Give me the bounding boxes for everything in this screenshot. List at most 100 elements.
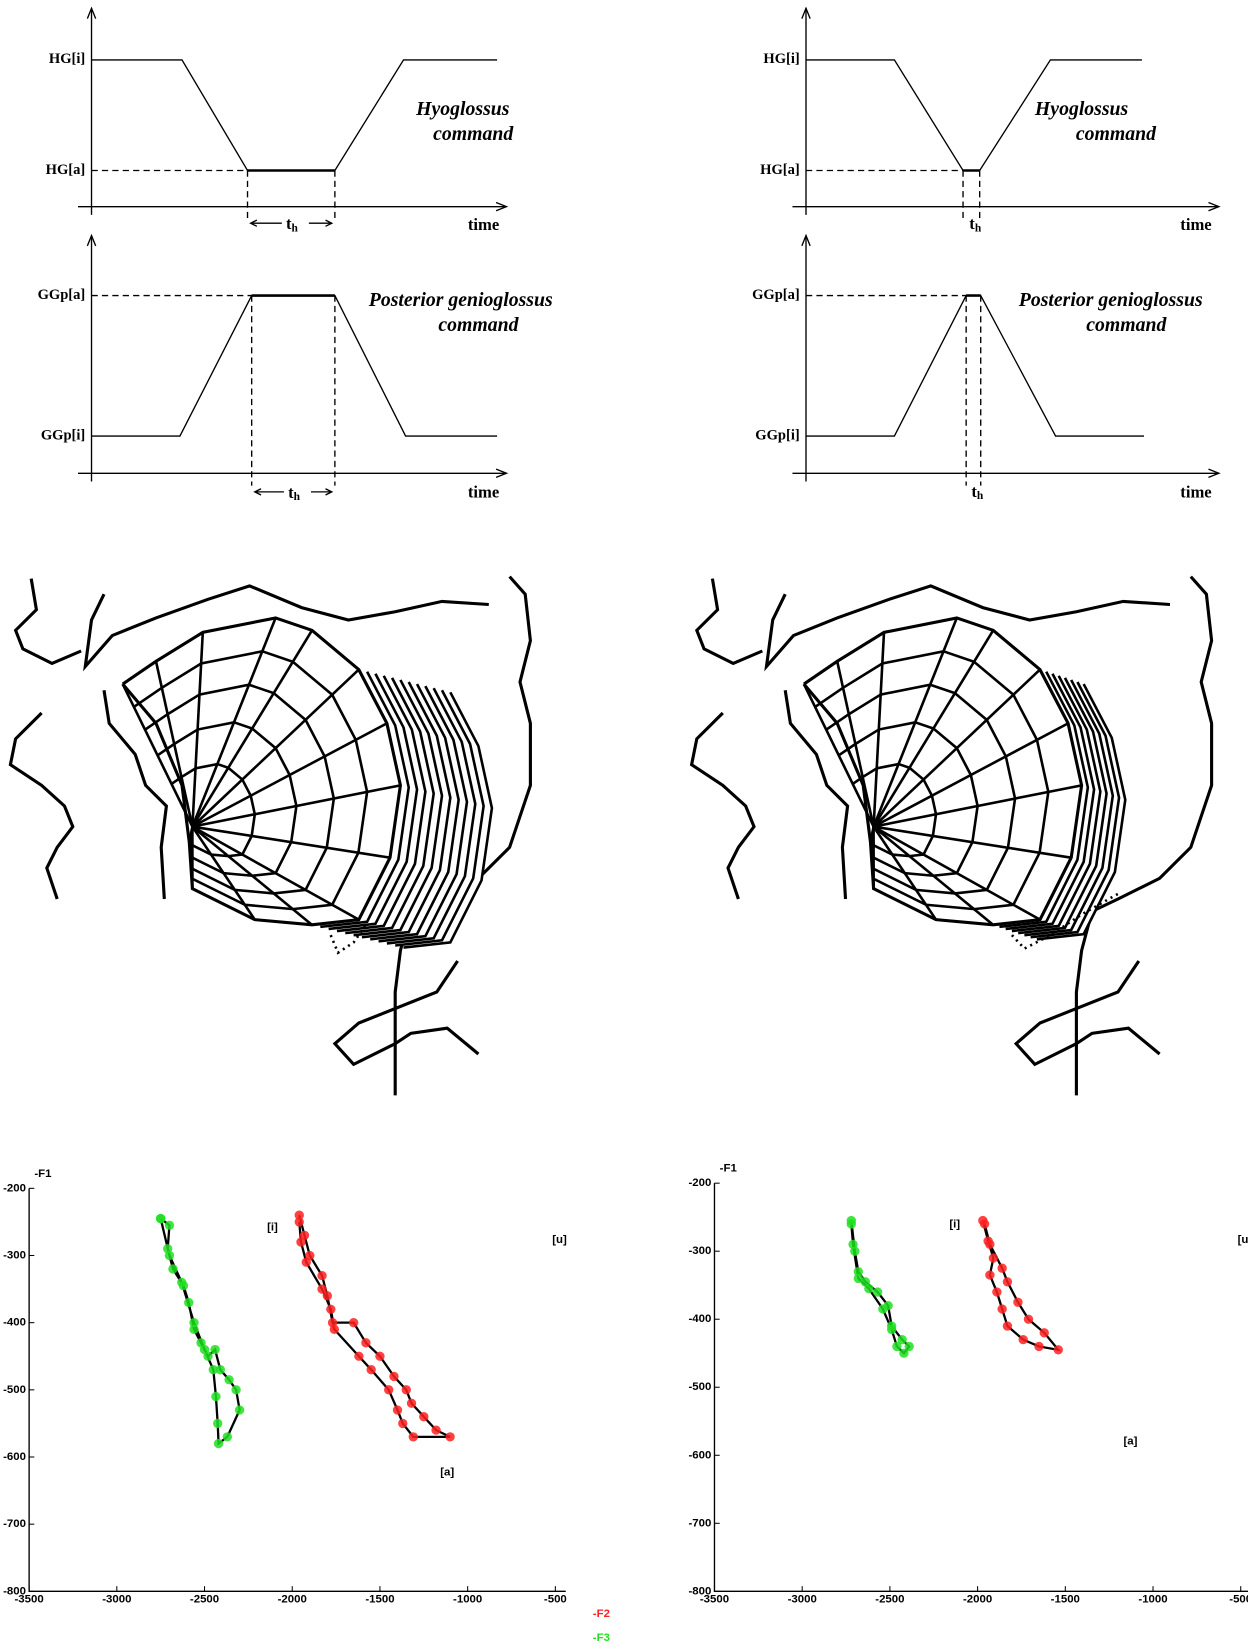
x-axis-label: time — [468, 215, 499, 234]
x-axis-label: time — [468, 483, 499, 502]
interval-subscript: h — [975, 222, 982, 234]
data-point — [985, 1270, 995, 1280]
annotation: [u] — [552, 1234, 567, 1246]
y-tick-label: -500 — [3, 1384, 26, 1396]
vocal-tract-contour — [694, 578, 763, 666]
data-point — [210, 1344, 220, 1355]
data-point — [301, 1257, 311, 1267]
data-point — [1039, 1328, 1049, 1338]
x-tick-label: -2000 — [963, 1594, 992, 1606]
command-curve — [91, 294, 498, 437]
data-point — [375, 1351, 385, 1361]
axis-arrow — [1208, 468, 1221, 479]
data-point — [296, 1237, 306, 1247]
y-tick-label: -400 — [688, 1313, 711, 1325]
level-label: GGp[a] — [752, 287, 800, 303]
data-point — [398, 1418, 408, 1429]
command-label: Posterior genioglossus — [368, 289, 553, 311]
level-label: GGp[i] — [755, 427, 799, 443]
data-point — [164, 1250, 175, 1261]
vocal-tract-contour — [783, 690, 850, 900]
data-point — [156, 1213, 166, 1224]
data-point — [408, 1432, 418, 1442]
data-point — [184, 1297, 194, 1308]
tongue-mesh — [156, 720, 298, 878]
y-tick-label: -300 — [3, 1250, 26, 1262]
vocal-tract-contour — [764, 584, 1171, 672]
level-label: HG[i] — [49, 51, 85, 67]
vocal-tract-contour — [8, 711, 75, 900]
axis-arrow — [495, 201, 509, 212]
data-point — [864, 1283, 874, 1294]
tongue-mesh — [814, 649, 1050, 911]
data-point — [892, 1341, 902, 1352]
x-tick-label: -2500 — [875, 1594, 904, 1606]
x-tick-label: -3000 — [788, 1594, 817, 1606]
x-tick-label: -500 — [544, 1594, 567, 1606]
axis-arrow — [86, 233, 97, 247]
tongue-mesh — [144, 683, 336, 895]
data-point — [361, 1338, 371, 1348]
data-point — [215, 1365, 226, 1375]
data-point — [189, 1324, 199, 1335]
interval-subscript: h — [294, 491, 301, 503]
data-point — [853, 1273, 863, 1284]
x-tick-label: -3000 — [102, 1594, 131, 1606]
interval-subscript: h — [292, 222, 299, 234]
legend-entry: -F3 — [593, 1632, 610, 1643]
command-label: command — [1076, 123, 1157, 145]
data-point — [431, 1425, 441, 1435]
x-tick-label: -1000 — [1138, 1594, 1167, 1606]
data-point — [164, 1220, 175, 1230]
data-point — [1034, 1341, 1044, 1352]
data-point — [354, 1351, 364, 1361]
tongue-mesh — [838, 720, 979, 878]
data-point — [222, 1432, 233, 1442]
x-tick-label: -1500 — [1051, 1594, 1080, 1606]
data-point — [1002, 1277, 1013, 1287]
data-point — [904, 1341, 914, 1352]
x-tick-label: -3500 — [700, 1594, 729, 1606]
vocal-tract-contour — [83, 584, 489, 672]
data-point — [897, 1334, 907, 1345]
data-point — [294, 1217, 304, 1227]
data-point — [234, 1405, 245, 1415]
data-point — [317, 1271, 327, 1281]
level-label: HG[i] — [763, 51, 799, 67]
annotation: [i] — [949, 1219, 960, 1231]
x-axis-label: time — [1180, 483, 1211, 502]
y-tick-label: -300 — [688, 1245, 711, 1257]
x-tick-label: -1500 — [365, 1594, 394, 1606]
data-point — [406, 1398, 417, 1408]
data-point — [213, 1418, 223, 1429]
data-point — [177, 1277, 187, 1288]
y-tick-label: -500 — [688, 1381, 711, 1393]
annotation: [u] — [1238, 1234, 1248, 1246]
data-point — [392, 1405, 403, 1415]
interval-label: th — [971, 482, 984, 502]
data-point — [1023, 1314, 1034, 1324]
y-tick-label: -600 — [3, 1451, 26, 1463]
data-point — [1018, 1334, 1028, 1345]
command-label: command — [433, 123, 514, 145]
data-point — [294, 1210, 304, 1220]
legend-entry: -F2 — [593, 1608, 610, 1620]
interval-symbol: t — [969, 214, 975, 233]
axis-arrow — [495, 468, 509, 479]
data-point — [988, 1253, 999, 1263]
data-point — [199, 1344, 210, 1355]
data-point — [985, 1239, 995, 1250]
data-point — [1053, 1345, 1063, 1355]
series-line — [298, 1214, 451, 1438]
command-label: command — [438, 314, 519, 336]
tongue-mesh — [133, 649, 369, 911]
data-point — [322, 1291, 333, 1301]
interval-label: th — [969, 214, 982, 234]
data-point — [366, 1365, 376, 1375]
data-point — [401, 1385, 411, 1395]
tongue-mesh — [825, 683, 1017, 895]
annotation: [a] — [440, 1467, 454, 1479]
y-tick-label: -800 — [3, 1585, 26, 1597]
interval-label: th — [286, 214, 299, 234]
data-point — [329, 1324, 340, 1335]
